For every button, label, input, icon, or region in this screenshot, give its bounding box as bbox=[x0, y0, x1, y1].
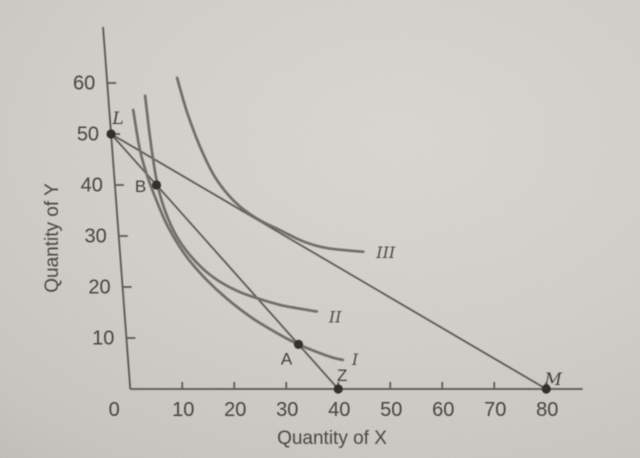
paper-grain-overlay bbox=[0, 0, 640, 458]
photographed-textbook-figure: 10 20 30 40 50 60 0 10 20 30 40 50 60 70 80 Quantity of… bbox=[0, 0, 640, 458]
